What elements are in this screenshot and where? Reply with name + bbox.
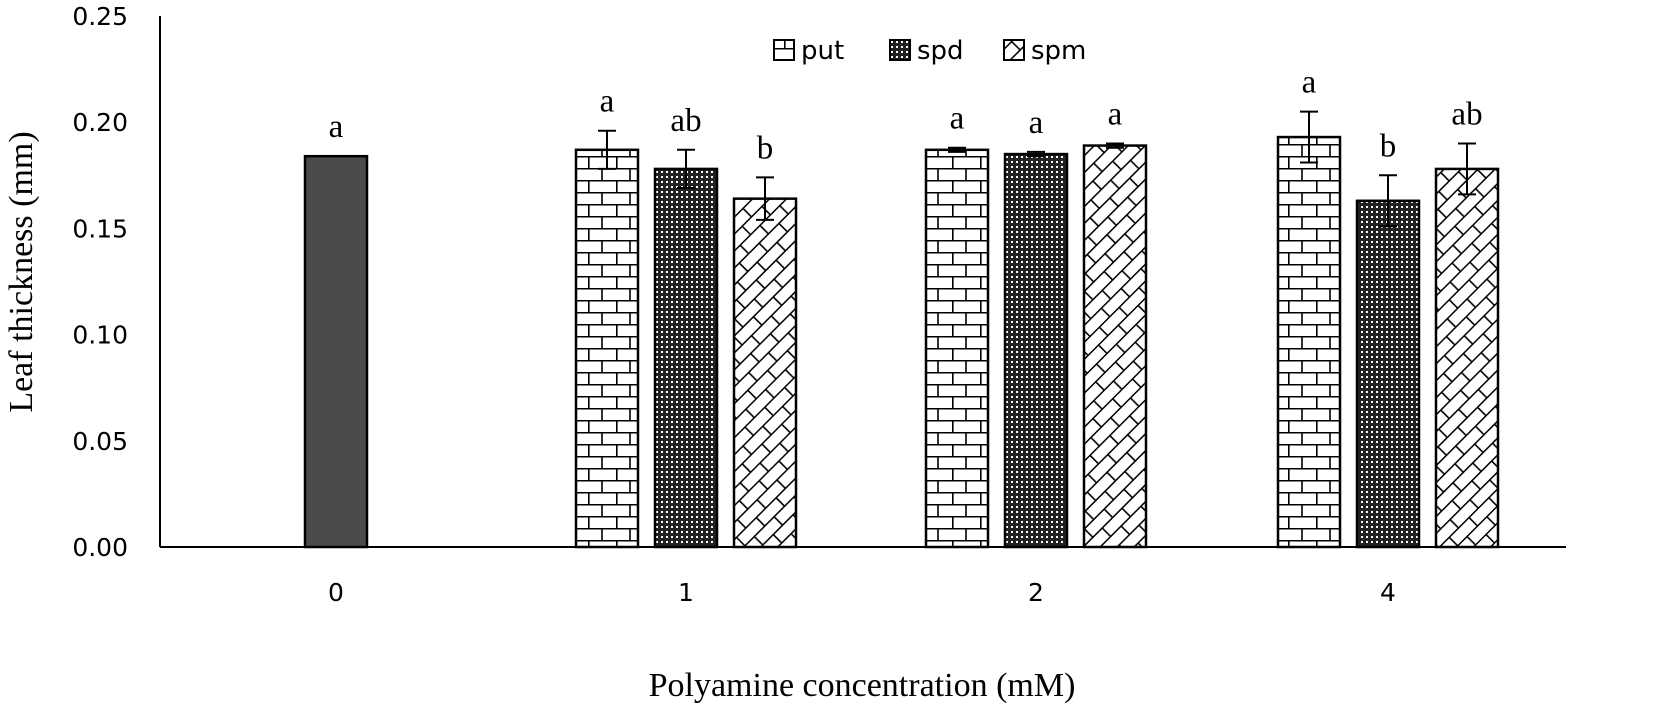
y-tick-label: 0.00	[72, 533, 128, 562]
legend-label: spm	[1031, 36, 1086, 66]
legend-item-spm: spm	[1003, 36, 1086, 66]
bar-group-0: a0	[303, 109, 369, 607]
legend: put spd spm	[773, 36, 1086, 66]
significance-label: a	[1108, 96, 1123, 132]
significance-label: a	[1029, 105, 1044, 141]
bar-control-0	[303, 154, 369, 549]
bar-spm-4	[1434, 167, 1500, 549]
legend-swatch-spd	[889, 39, 911, 61]
significance-label: a	[1302, 65, 1317, 101]
legend-item-spd: spd	[889, 36, 964, 66]
x-tick-label: 2	[1028, 578, 1044, 607]
y-tick-label: 0.10	[72, 321, 128, 350]
x-tick-label: 0	[328, 578, 344, 607]
bar-spd-1	[653, 167, 719, 549]
significance-label: b	[757, 130, 774, 166]
significance-label: a	[950, 101, 965, 137]
legend-swatch-spm	[1003, 39, 1025, 61]
legend-label: put	[801, 36, 844, 66]
y-tick-label: 0.05	[72, 427, 128, 456]
legend-label: spd	[917, 36, 964, 66]
y-axis: 0.00 0.05 0.10 0.15 0.20 0.25	[72, 2, 161, 562]
x-tick-label: 1	[678, 578, 694, 607]
y-tick-label: 0.20	[72, 108, 128, 137]
bar-spm-2	[1082, 144, 1148, 549]
x-tick-label: 4	[1380, 578, 1396, 607]
legend-item-put: put	[773, 36, 844, 66]
significance-label: a	[329, 109, 344, 145]
bar-spd-2	[1003, 152, 1069, 549]
y-tick-label: 0.25	[72, 2, 128, 31]
bar-put-4	[1276, 135, 1342, 549]
significance-label: a	[600, 84, 615, 120]
y-axis-title: Leaf thickness (mm)	[3, 131, 40, 412]
legend-swatch-put	[773, 39, 795, 61]
bar-put-1	[574, 148, 640, 549]
y-tick-label: 0.15	[72, 214, 128, 243]
bar-group-1: a ab b 1	[574, 84, 798, 607]
bar-spm-1	[732, 197, 798, 549]
x-axis-title: Polyamine concentration (mM)	[649, 667, 1076, 704]
bar-put-2	[924, 148, 990, 549]
significance-label: ab	[670, 103, 701, 139]
bar-spd-4	[1355, 199, 1421, 549]
significance-label: b	[1380, 128, 1397, 164]
bar-group-2: a a a 2	[924, 96, 1148, 607]
significance-label: ab	[1451, 96, 1482, 132]
